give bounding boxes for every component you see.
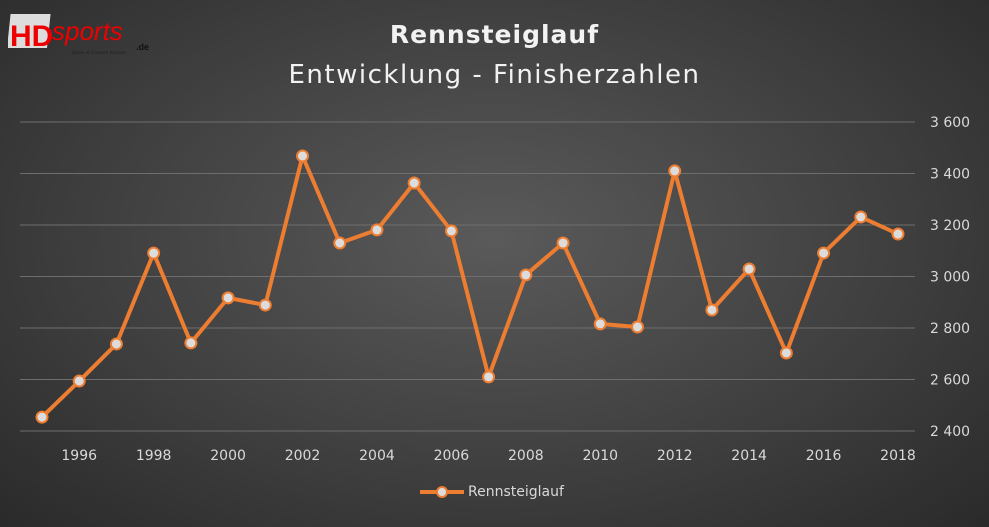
- data-point: [556, 236, 570, 250]
- y-tick-label: 2 600: [930, 373, 970, 389]
- x-tick-label: 2010: [582, 448, 618, 464]
- x-tick-label: 2000: [210, 448, 246, 464]
- data-point: [147, 246, 161, 260]
- x-tick-label: 2016: [806, 448, 842, 464]
- x-tick-label: 2014: [731, 448, 767, 464]
- data-point: [444, 224, 458, 238]
- y-tick-label: 2 400: [930, 424, 970, 440]
- legend-marker-icon: [420, 486, 464, 498]
- svg-text:Home of Distance Runners: Home of Distance Runners: [72, 51, 126, 55]
- data-point: [258, 298, 272, 312]
- y-tick-label: 3 600: [930, 115, 970, 131]
- data-point: [519, 268, 533, 282]
- svg-text:.de: .de: [136, 42, 149, 52]
- data-point: [296, 149, 310, 163]
- svg-text:sports: sports: [52, 16, 123, 46]
- series-line: [40, 153, 899, 419]
- x-tick-label: 2018: [880, 448, 916, 464]
- chart-title: Rennsteiglauf: [389, 20, 600, 49]
- x-tick-label: 2002: [285, 448, 321, 464]
- chart-subtitle: Entwicklung - Finisherzahlen: [288, 60, 701, 90]
- legend-label: Rennsteiglauf: [468, 484, 564, 500]
- data-point: [482, 370, 496, 384]
- legend: Rennsteiglauf: [420, 484, 564, 500]
- data-point: [407, 176, 421, 190]
- data-point: [35, 410, 49, 424]
- data-point: [221, 291, 235, 305]
- x-tick-label: 2012: [657, 448, 693, 464]
- x-tick-label: 1996: [61, 448, 97, 464]
- data-point: [184, 336, 198, 350]
- data-point: [742, 262, 756, 276]
- data-point: [668, 164, 682, 178]
- hdsports-logo: HD sports .de Home of Distance Runners: [8, 14, 149, 55]
- y-tick-label: 2 800: [930, 321, 970, 337]
- svg-text:HD: HD: [10, 20, 53, 53]
- y-tick-label: 3 000: [930, 270, 970, 286]
- data-point: [854, 210, 868, 224]
- x-tick-label: 2008: [508, 448, 544, 464]
- data-point: [72, 374, 86, 388]
- data-point: [333, 236, 347, 250]
- y-tick-label: 3 200: [930, 218, 970, 234]
- data-point: [593, 317, 607, 331]
- data-point: [109, 337, 123, 351]
- x-tick-label: 2004: [359, 448, 395, 464]
- data-point: [705, 303, 719, 317]
- y-tick-label: 3 400: [930, 167, 970, 183]
- data-point: [630, 320, 644, 334]
- data-point: [817, 246, 831, 260]
- data-point: [779, 346, 793, 360]
- data-point: [370, 223, 384, 237]
- x-tick-label: 1998: [136, 448, 172, 464]
- x-tick-label: 2006: [434, 448, 470, 464]
- data-point: [891, 227, 905, 241]
